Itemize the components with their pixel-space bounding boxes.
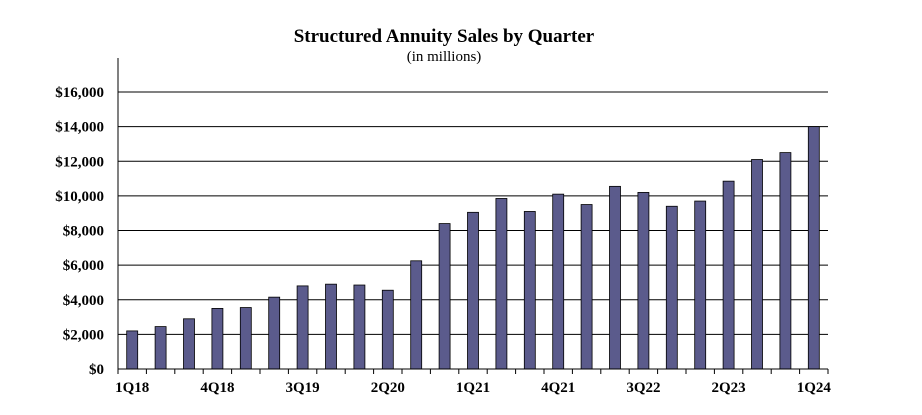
bar-1q19: [239, 307, 252, 370]
bar-4q19: [325, 283, 337, 370]
bars: [126, 126, 820, 370]
y-tick-label: $6,000: [63, 258, 104, 274]
bar-1q22: [580, 204, 593, 370]
bar-4q23: [779, 152, 792, 370]
x-tick-label: 4Q18: [200, 380, 234, 396]
x-tick-label: 1Q24: [797, 380, 832, 396]
bar-4q18: [211, 308, 224, 370]
x-tick-label: 3Q19: [286, 380, 320, 396]
y-tick-label: $14,000: [55, 120, 104, 136]
x-tick-label: 1Q21: [456, 380, 490, 396]
bar-4q21: [552, 193, 565, 370]
y-tick-label: $4,000: [63, 293, 104, 309]
bar-2q20: [381, 289, 394, 370]
y-tick-label: $2,000: [63, 327, 104, 343]
bar-3q18: [183, 318, 195, 370]
y-axis-ticks: $0 $2,000 $4,000 $6,000 $8,000 $10,000 $12,000…: [55, 85, 104, 378]
y-tick-label: $0: [89, 362, 104, 378]
bar-1q21: [467, 211, 479, 370]
bar-4q22: [665, 205, 678, 370]
bar-1q23: [694, 200, 707, 370]
bar-3q21: [523, 211, 536, 370]
bar-1q24: [807, 126, 820, 370]
bar-1q18: [126, 330, 139, 370]
bar-2q23: [722, 180, 735, 370]
bar-2q19: [268, 296, 281, 370]
x-tick-label: 2Q23: [712, 380, 746, 396]
x-tick-label: 1Q18: [115, 380, 149, 396]
bar-3q20: [410, 260, 423, 370]
bar-2q21: [495, 198, 508, 370]
bar-4q20: [438, 223, 451, 370]
bar-2q18: [154, 326, 167, 370]
y-tick-label: $12,000: [55, 154, 104, 170]
chart-subtitle: (in millions): [407, 49, 482, 65]
y-tick-label: $16,000: [55, 85, 104, 101]
y-tick-label: $8,000: [63, 224, 104, 240]
y-tick-label: $10,000: [55, 189, 104, 205]
x-tick-label: 2Q20: [371, 380, 405, 396]
x-tick-label: 4Q21: [541, 380, 575, 396]
axes: [117, 58, 829, 374]
bar-3q19: [296, 285, 309, 370]
bar-2q22: [609, 185, 621, 370]
bar-3q22: [637, 192, 650, 370]
bar-1q20: [353, 284, 366, 370]
bar-3q23: [751, 159, 763, 370]
x-axis-ticks: 1Q18 4Q18 3Q19 2Q20 1Q21 4Q21 3Q22 2Q23 1Q24: [115, 380, 831, 396]
chart-title: Structured Annuity Sales by Quarter: [294, 26, 595, 47]
x-tick-label: 3Q22: [626, 380, 660, 396]
